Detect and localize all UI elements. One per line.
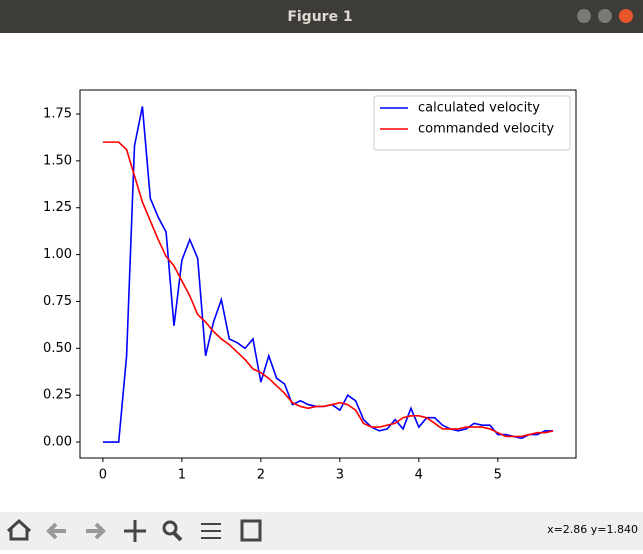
title-bar <box>0 0 643 33</box>
toolbar <box>0 512 643 550</box>
close-button[interactable] <box>619 9 633 23</box>
window-title: Figure 1 <box>287 9 352 25</box>
y-tick-label: 1.00 <box>43 247 72 262</box>
toolbar-icons <box>6 518 262 542</box>
back-button[interactable] <box>46 522 66 540</box>
forward-button[interactable] <box>86 522 106 540</box>
minimize-button[interactable] <box>577 9 591 23</box>
x-tick-label: 1 <box>178 468 186 483</box>
y-tick-label: 1.25 <box>43 200 72 215</box>
x-tick-label: 5 <box>494 468 502 483</box>
y-tick-label: 1.50 <box>43 153 72 168</box>
save-button[interactable] <box>240 519 262 542</box>
legend-label: calculated velocity <box>418 101 540 116</box>
status-text: x=2.86 y=1.840 <box>547 523 638 536</box>
configure-button[interactable] <box>201 523 221 539</box>
series-line <box>102 141 554 438</box>
y-tick-label: 0.00 <box>43 435 72 450</box>
y-tick-label: 0.25 <box>43 388 72 403</box>
x-tick-label: 3 <box>336 468 344 483</box>
maximize-button[interactable] <box>598 9 612 23</box>
legend-box <box>373 95 571 151</box>
x-tick-label: 2 <box>257 468 265 483</box>
pan-button[interactable] <box>124 520 146 542</box>
y-tick-label: 0.75 <box>43 294 72 309</box>
legend-label: commanded velocity <box>418 122 554 137</box>
y-tick-label: 1.75 <box>43 106 72 121</box>
x-tick-label: 0 <box>99 468 107 483</box>
zoom-button[interactable] <box>162 520 178 536</box>
home-button[interactable] <box>6 518 32 541</box>
x-tick-label: 4 <box>415 468 423 483</box>
y-tick-label: 0.50 <box>43 341 72 356</box>
axes-frame <box>79 89 577 459</box>
